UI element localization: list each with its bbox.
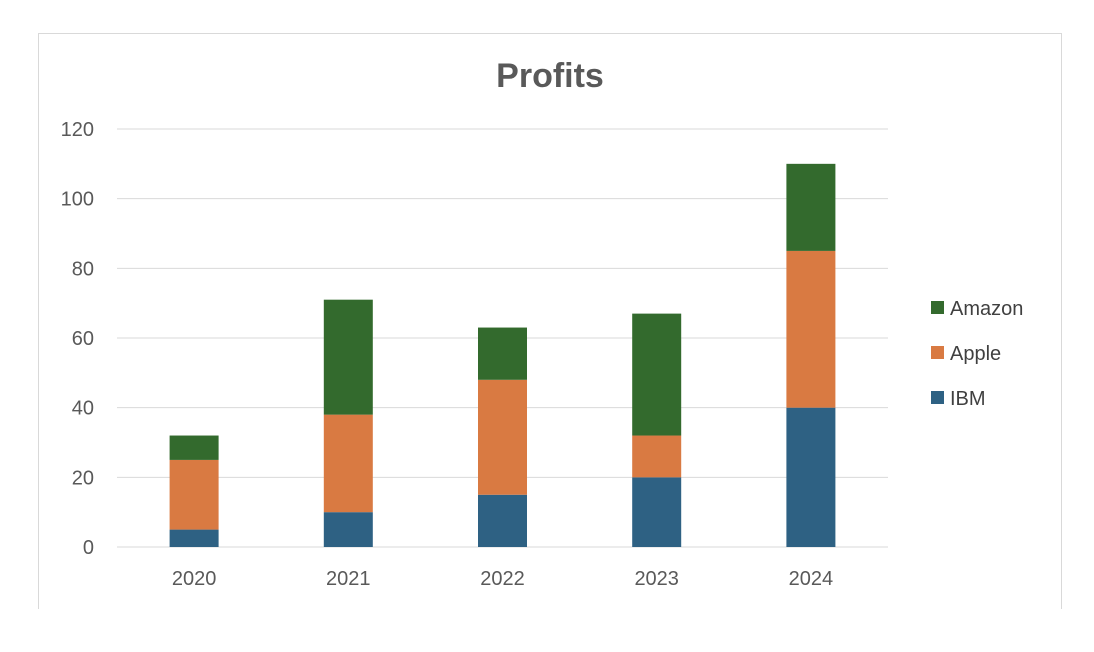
chart-title: Profits bbox=[496, 57, 604, 95]
y-tick-label: 100 bbox=[61, 189, 94, 211]
y-tick-label: 80 bbox=[72, 258, 94, 280]
legend-label-amazon: Amazon bbox=[950, 298, 1023, 320]
chart-frame bbox=[38, 33, 1062, 609]
y-tick-label: 40 bbox=[72, 398, 94, 420]
x-axis-ticks: 2020 2021 2022 2023 2024 bbox=[172, 568, 833, 590]
bar-apple-2021 bbox=[323, 414, 373, 513]
bar-ibm-2023 bbox=[632, 477, 682, 547]
bar-amazon-2021 bbox=[323, 299, 373, 415]
x-tick-label: 2024 bbox=[789, 568, 834, 590]
legend-swatch-apple bbox=[931, 346, 944, 359]
bar-apple-2023 bbox=[632, 435, 682, 478]
bar-amazon-2024 bbox=[786, 163, 836, 251]
bar-amazon-2022 bbox=[478, 327, 527, 380]
legend-label-ibm: IBM bbox=[950, 388, 986, 410]
legend: Amazon Apple IBM bbox=[931, 298, 1023, 410]
y-tick-label: 120 bbox=[61, 119, 94, 141]
bar-ibm-2021 bbox=[323, 512, 373, 547]
y-tick-label: 20 bbox=[72, 467, 94, 489]
bar-ibm-2024 bbox=[786, 407, 836, 547]
legend-swatch-ibm bbox=[931, 391, 944, 404]
legend-label-apple: Apple bbox=[950, 343, 1001, 365]
bar-apple-2022 bbox=[478, 379, 527, 495]
x-tick-label: 2021 bbox=[326, 568, 371, 590]
x-tick-label: 2023 bbox=[634, 568, 679, 590]
bar-apple-2024 bbox=[786, 250, 836, 408]
y-tick-label: 60 bbox=[72, 328, 94, 350]
bar-ibm-2020 bbox=[169, 529, 219, 547]
y-tick-label: 0 bbox=[83, 537, 94, 559]
y-axis-ticks: 0 20 40 60 80 100 120 bbox=[61, 119, 94, 559]
bars bbox=[169, 163, 836, 547]
bar-apple-2020 bbox=[169, 459, 219, 530]
bar-amazon-2023 bbox=[632, 313, 682, 436]
bar-ibm-2022 bbox=[478, 494, 527, 547]
bar-amazon-2020 bbox=[169, 435, 219, 460]
x-tick-label: 2022 bbox=[480, 568, 525, 590]
legend-swatch-amazon bbox=[931, 301, 944, 314]
x-tick-label: 2020 bbox=[172, 568, 217, 590]
